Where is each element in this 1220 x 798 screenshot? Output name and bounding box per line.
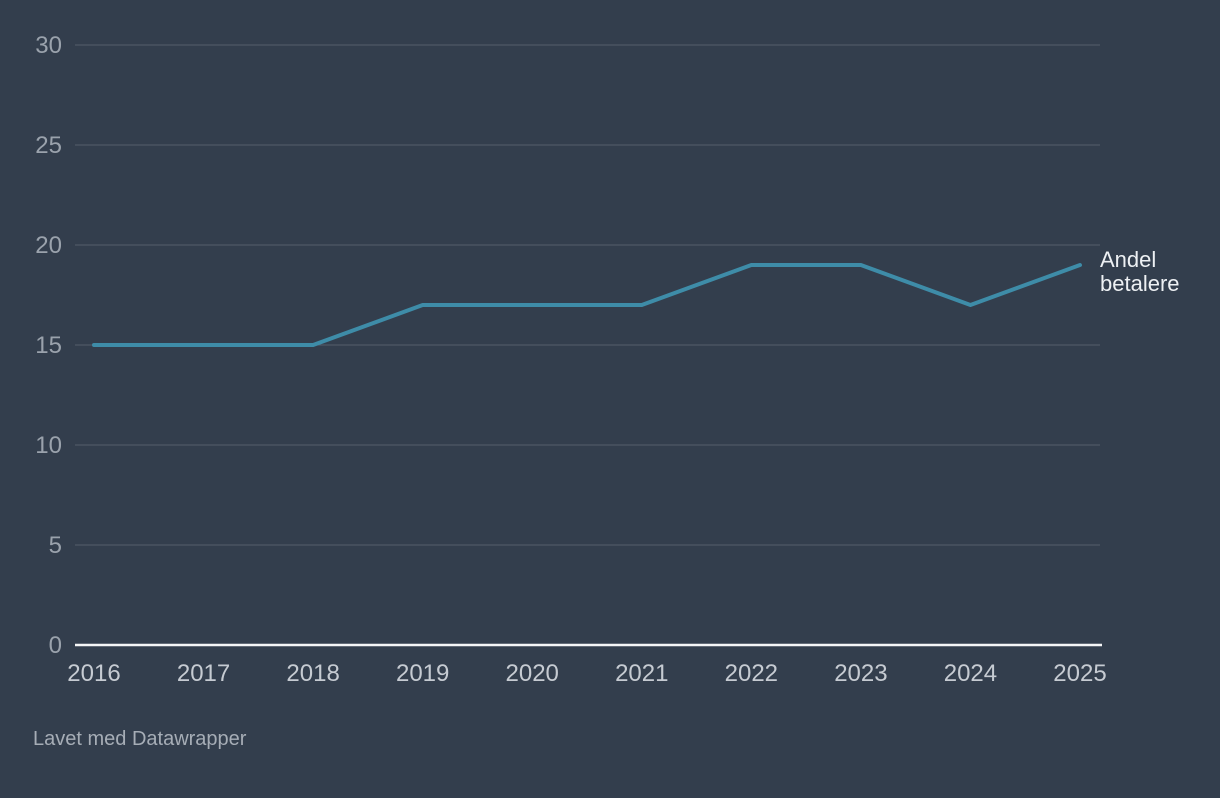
y-tick-label: 25 [35, 132, 62, 159]
x-tick-label: 2022 [725, 660, 778, 687]
datawrapper-attribution-link[interactable]: Lavet med Datawrapper [33, 728, 247, 750]
y-tick-label: 5 [49, 532, 62, 559]
x-tick-label: 2019 [396, 660, 449, 687]
y-tick-label: 10 [35, 432, 62, 459]
y-tick-label: 15 [35, 332, 62, 359]
x-tick-label: 2020 [506, 660, 559, 687]
y-tick-label: 0 [49, 632, 62, 659]
x-tick-label: 2021 [615, 660, 668, 687]
x-tick-label: 2024 [944, 660, 997, 687]
y-tick-label: 30 [35, 32, 62, 59]
x-tick-label: 2016 [67, 660, 120, 687]
data-line [92, 263, 1082, 347]
x-tick-label: 2018 [286, 660, 339, 687]
series-label: Andel betalere [1100, 247, 1180, 296]
x-tick-label: 2025 [1053, 660, 1106, 687]
x-tick-label: 2023 [834, 660, 887, 687]
x-tick-label: 2017 [177, 660, 230, 687]
y-tick-label: 20 [35, 232, 62, 259]
